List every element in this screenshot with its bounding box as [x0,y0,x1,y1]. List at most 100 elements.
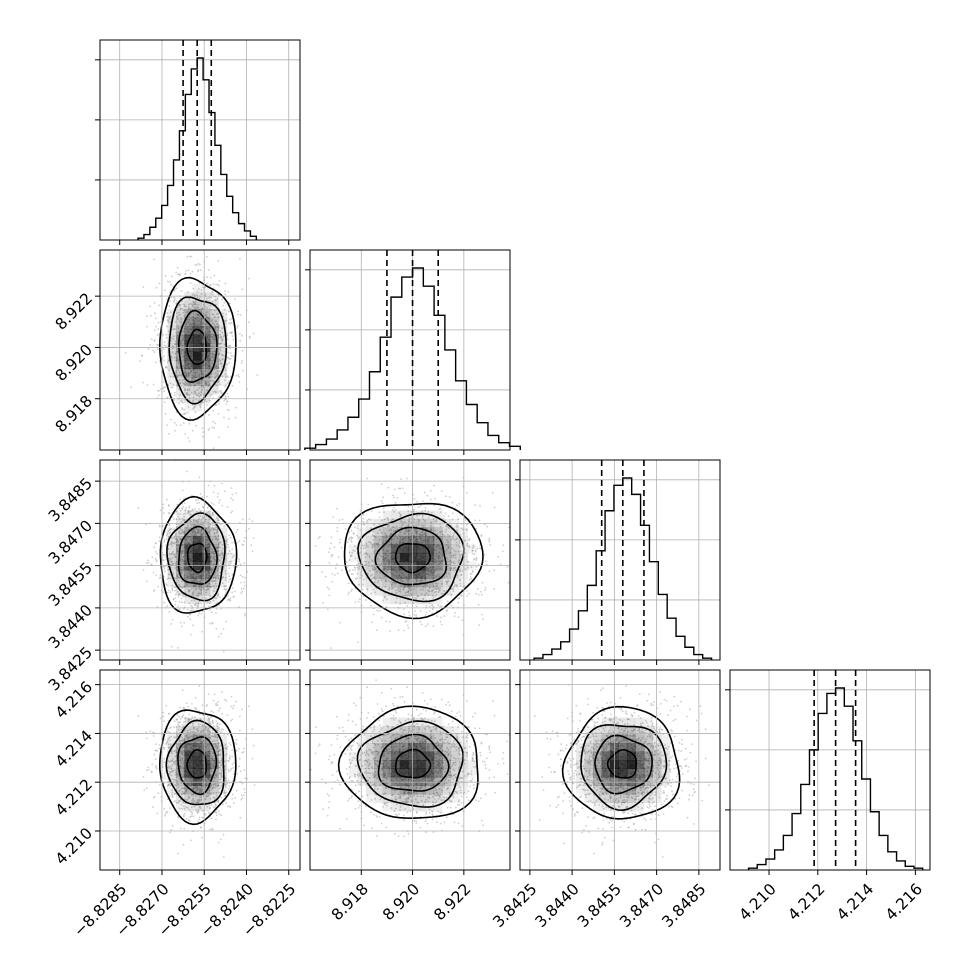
scatter-point [183,608,185,610]
scatter-point [210,290,213,293]
scatter-point [168,281,171,283]
scatter-point [445,575,448,578]
scatter-point [169,553,171,556]
density-cell [226,552,236,562]
scatter-point [241,359,244,362]
scatter-point [388,586,391,589]
scatter-point [440,605,443,608]
scatter-point [191,576,193,578]
scatter-point [417,523,420,526]
scatter-point [171,552,174,555]
scatter-point [354,557,357,560]
scatter-point [180,340,183,342]
scatter-point [165,333,168,336]
scatter-point [440,490,443,492]
scatter-point [384,532,386,535]
scatter-point [218,280,221,282]
scatter-point [370,510,373,512]
scatter-point [180,290,183,292]
scatter-point [442,533,444,536]
scatter-point [435,518,438,520]
scatter-point [224,589,227,592]
scatter-point [181,549,184,552]
scatter-point [197,400,200,402]
scatter-point [391,583,393,586]
scatter-point [180,321,183,324]
scatter-point [181,379,184,382]
density-cell [374,586,384,596]
scatter-point [172,301,175,303]
density-cell [467,544,477,554]
scatter-point [437,557,440,559]
scatter-point [177,579,180,582]
scatter-point [207,521,210,524]
scatter-point [218,436,220,439]
scatter-point [459,556,462,559]
scatter-point [166,578,169,581]
density-cell [450,535,460,545]
scatter-point [348,559,351,561]
density-cell [167,326,177,335]
scatter-point [178,313,180,316]
scatter-point [157,585,160,588]
scatter-point [382,507,385,509]
scatter-point [243,747,245,750]
scatter-point [162,503,165,506]
scatter-point [404,601,406,604]
scatter-point [181,374,183,377]
scatter-point [362,547,365,550]
scatter-point [447,525,449,528]
scatter-point [213,762,216,765]
density-cell [374,552,384,562]
scatter-point [169,765,172,768]
scatter-point [169,315,172,318]
scatter-point [422,518,425,521]
scatter-point [209,394,212,397]
scatter-point [200,322,203,325]
scatter-point [250,544,253,547]
scatter-point [193,519,195,522]
scatter-point [381,548,384,550]
scatter-point [232,595,235,598]
scatter-point [224,572,227,575]
scatter-point [194,378,196,380]
scatter-point [425,604,428,607]
scatter-point [232,554,235,557]
scatter-point [224,282,227,285]
scatter-point [370,527,372,530]
scatter-point [354,526,356,529]
scatter-point [170,386,173,389]
scatter-point [403,537,405,540]
scatter-point [212,420,215,423]
scatter-point [243,562,246,564]
scatter-point [213,739,216,742]
scatter-point [398,574,400,577]
scatter-point [172,598,175,601]
scatter-point [451,518,454,521]
scatter-point [188,303,190,306]
scatter-point [200,401,203,404]
density-cell [218,569,228,579]
scatter-point [431,604,434,607]
scatter-point [433,574,435,577]
scatter-point [378,516,381,519]
scatter-point [419,581,422,583]
scatter-point [420,531,423,534]
scatter-point [328,551,330,554]
scatter-point [450,556,452,558]
scatter-point [178,715,181,718]
scatter-point [440,538,443,540]
scatter-point [177,541,179,543]
scatter-point [207,269,210,271]
scatter-point [467,560,470,563]
scatter-point [456,574,459,577]
scatter-point [167,280,169,283]
scatter-point [224,379,226,381]
density-cell [175,527,185,537]
scatter-point [170,283,173,286]
scatter-point [193,248,195,250]
scatter-point [419,620,422,623]
scatter-point [189,613,191,616]
scatter-point [195,595,198,597]
scatter-point [324,575,327,578]
